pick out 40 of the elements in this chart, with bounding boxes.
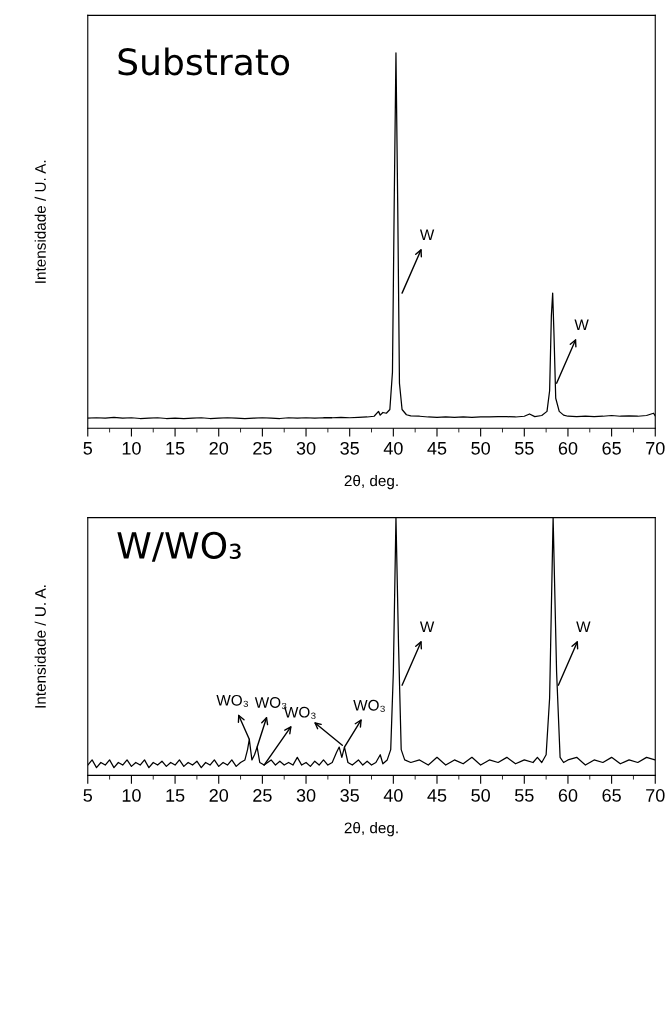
chart-title: Substrato [118,47,290,76]
annotation: WO₃ [353,699,385,712]
annotation: W [419,229,435,240]
x-tick-label: 30 [296,789,316,802]
y-axis-title: Intensidade / U. A. [34,585,46,708]
x-tick-label: 40 [383,789,403,802]
x-tick-label: 35 [340,789,359,802]
annotation: WO₃ [216,694,249,707]
x-tick-label: 20 [209,789,229,802]
x-tick-label: 50 [471,789,490,802]
annotation: W [419,621,435,632]
x-tick-label: 60 [558,789,578,802]
chart-title: W/WO₃ [117,531,241,562]
annotation: W [576,621,591,632]
x-tick-label: 5 [83,442,93,455]
x-tick-label: 45 [427,442,447,455]
x-axis-title: 2θ, deg. [344,474,398,490]
x-axis-title: 2θ, deg. [344,822,398,837]
x-tick-label: 50 [471,441,490,455]
x-tick-label: 15 [166,789,185,802]
annotation: W [574,319,589,331]
x-tick-label: 25 [253,789,272,802]
x-tick-label: 60 [558,441,578,455]
x-tick-label: 65 [602,789,621,802]
x-tick-label: 55 [514,442,534,455]
x-tick-label: 15 [166,442,185,455]
x-tick-label: 10 [122,789,141,802]
x-tick-label: 55 [514,789,534,802]
x-tick-label: 45 [427,789,447,802]
x-tick-label: 5 [83,789,93,802]
x-tick-label: 20 [209,441,229,455]
x-tick-label: 40 [383,441,403,455]
x-tick-label: 65 [602,441,621,455]
x-tick-label: 70 [646,441,665,455]
x-tick-label: 35 [340,441,359,455]
x-tick-label: 30 [296,441,316,455]
x-tick-label: 25 [253,441,272,455]
x-tick-label: 70 [646,789,665,802]
x-tick-label: 10 [122,441,141,455]
y-axis-title: Intensidade / U. A. [34,160,46,283]
